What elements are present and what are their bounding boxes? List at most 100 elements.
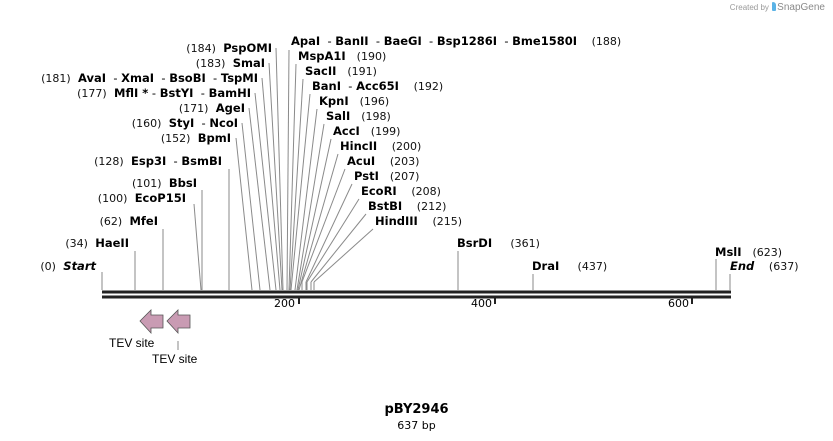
site-position: (361) [510, 237, 540, 250]
plasmid-name: pBY2946 [384, 402, 449, 417]
site-label-smai[interactable]: (183) SmaI [196, 56, 265, 71]
site-position: (101) [131, 177, 162, 190]
site-label-hincii[interactable]: HincII (200) [340, 139, 421, 154]
enzyme-name: BpmI [197, 131, 231, 145]
enzyme-name: PspOMI [223, 41, 272, 55]
tev-site-feature-1[interactable] [139, 309, 164, 335]
site-position: (183) [195, 57, 226, 70]
tick-label-200: 200 [274, 297, 295, 310]
site-label-bsrdi[interactable]: BsrDI (361) [457, 236, 540, 251]
site-position: (100) [97, 192, 128, 205]
site-label-kpni[interactable]: KpnI (196) [319, 94, 389, 109]
enzyme-name: BsrDI [457, 236, 493, 250]
site-position: (171) [178, 102, 209, 115]
tick-200 [298, 297, 300, 304]
site-label-start: (0) Start [40, 259, 96, 274]
site-label-sali[interactable]: SalI (198) [326, 109, 391, 124]
enzyme-name: BanII [335, 34, 369, 48]
enzyme-name: BanI [312, 79, 341, 93]
site-position: (188) [591, 35, 622, 48]
site-position: (208) [411, 185, 441, 198]
site-label-bpmi[interactable]: (152) BpmI [161, 131, 231, 146]
site-label-bstbi[interactable]: BstBI (212) [368, 199, 446, 214]
site-label-apai-group[interactable]: ApaI - BanII - BaeGI - Bsp1286I - Bme158… [291, 34, 622, 48]
enzyme-name: ApaI [291, 34, 321, 48]
site-label-pspomi[interactable]: (184) PspOMI [186, 41, 272, 56]
enzyme-name: SacII [305, 64, 337, 78]
site-label-psti[interactable]: PstI (207) [354, 169, 419, 184]
enzyme-name: EcoP15I [134, 191, 186, 205]
enzyme-name: PstI [354, 169, 379, 183]
feature-label-tev-site-2[interactable]: TEV site [152, 352, 198, 366]
enzyme-name: AcuI [347, 154, 376, 168]
site-position: (207) [389, 170, 420, 183]
enzyme-name: HincII [340, 139, 378, 153]
site-position: (198) [361, 110, 391, 123]
site-position: (191) [347, 65, 377, 78]
enzyme-name: BsmBI [181, 154, 222, 168]
site-label-haeii[interactable]: (34) HaeII [65, 236, 129, 251]
enzyme-name: Acc65I [356, 79, 399, 93]
snapgene-logo-icon [772, 2, 777, 11]
enzyme-name: KpnI [319, 94, 349, 108]
site-label-msli[interactable]: MslI (623) [715, 245, 782, 260]
site-label-styi-ncoi[interactable]: (160) StyI - NcoI [131, 116, 238, 130]
site-label-drai[interactable]: DraI (437) [532, 259, 607, 274]
enzyme-name: BbsI [168, 176, 197, 190]
site-position: (192) [413, 80, 444, 93]
site-label-ecori[interactable]: EcoRI (208) [361, 184, 441, 199]
snapgene-credit: Created by SnapGene [730, 2, 825, 13]
site-position: (128) [94, 155, 124, 168]
enzyme-name: MspA1I [298, 49, 346, 63]
site-position: (0) [40, 260, 56, 273]
site-label-bbsi[interactable]: (101) BbsI [132, 176, 197, 191]
backbone-bottom-strand [102, 295, 731, 299]
enzyme-name: AccI [333, 124, 360, 138]
site-position: (637) [768, 260, 799, 273]
tev-site-feature-2[interactable] [166, 309, 191, 335]
site-position: (215) [432, 215, 463, 228]
tick-400 [494, 297, 496, 304]
site-label-agei[interactable]: (171) AgeI [179, 101, 245, 116]
site-position: (181) [41, 72, 71, 85]
site-label-sacii[interactable]: SacII (191) [305, 64, 377, 79]
site-position: (203) [389, 155, 420, 168]
enzyme-name: MflI * [114, 86, 149, 100]
site-label-mspa1i[interactable]: MspA1I (190) [298, 49, 386, 64]
feature-label-tev-site-1[interactable]: TEV site [109, 336, 155, 350]
site-label-esp3i-bsmbi[interactable]: (128) Esp3I - BsmBI [94, 154, 222, 168]
site-position: (160) [131, 117, 162, 130]
site-label-acui[interactable]: AcuI (203) [347, 154, 419, 169]
site-position: (623) [752, 246, 783, 259]
site-label-end: End (637) [730, 259, 799, 274]
leader-lines [101, 47, 731, 291]
enzyme-name: Bme1580I [512, 34, 577, 48]
enzyme-name: AgeI [215, 101, 245, 115]
enzyme-name: NcoI [209, 116, 238, 130]
site-label-ecop15i[interactable]: (100) EcoP15I [98, 191, 186, 206]
end-label: End [730, 259, 755, 273]
site-label-bani-acc65i[interactable]: BanI - Acc65I (192) [312, 79, 444, 93]
enzyme-name: TspMI [220, 71, 258, 85]
enzyme-name: BamHI [208, 86, 251, 100]
site-label-hindiii[interactable]: HindIII (215) [375, 214, 462, 229]
credit-brand: SnapGene [777, 2, 825, 13]
site-position: (190) [356, 50, 387, 63]
plasmid-length: 637 bp [397, 419, 436, 432]
enzyme-name: MfeI [129, 214, 158, 228]
site-position: (152) [160, 132, 191, 145]
start-label: Start [63, 259, 96, 273]
site-label-mfli-group[interactable]: (177) MflI * - BstYI - BamHI [77, 86, 251, 100]
site-position: (199) [370, 125, 401, 138]
site-position: (200) [391, 140, 422, 153]
site-label-avai-group[interactable]: (181) AvaI - XmaI - BsoBI - TspMI [41, 71, 258, 85]
site-label-acci[interactable]: AccI (199) [333, 124, 400, 139]
site-position: (177) [77, 87, 107, 100]
enzyme-name: EcoRI [361, 184, 397, 198]
site-label-mfei[interactable]: (62) MfeI [100, 214, 158, 229]
tick-label-600: 600 [668, 297, 689, 310]
enzyme-name: Esp3I [131, 154, 167, 168]
enzyme-name: AvaI [78, 71, 107, 85]
enzyme-name: MslI [715, 245, 742, 259]
